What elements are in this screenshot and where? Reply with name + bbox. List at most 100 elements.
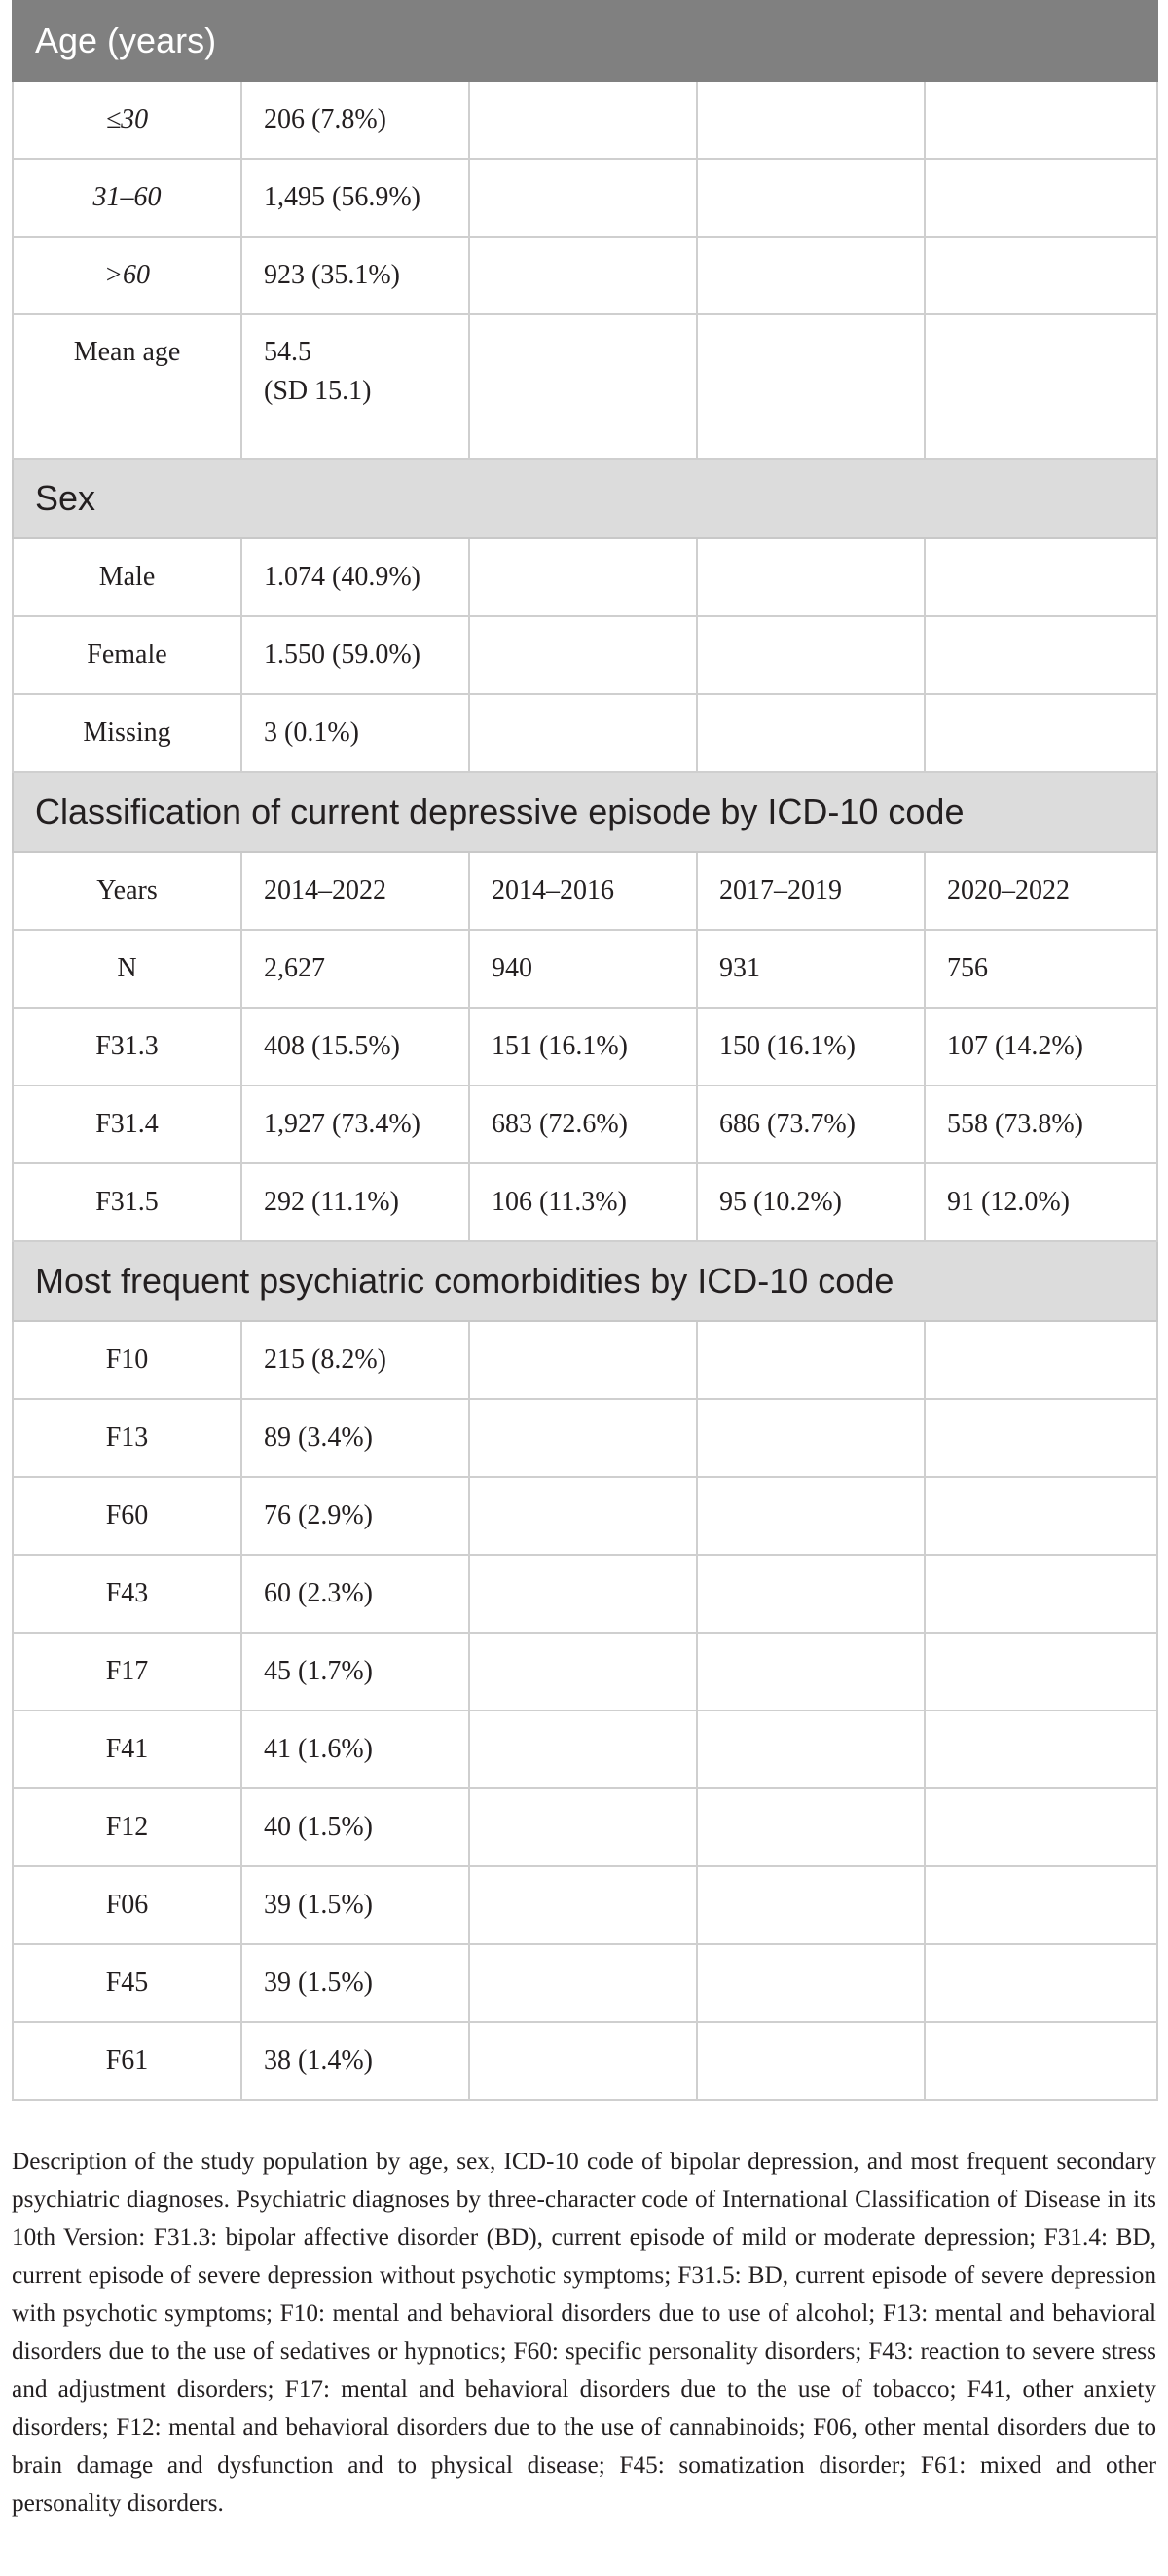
empty-cell — [924, 537, 1158, 617]
row-label: F41 — [12, 1710, 242, 1789]
row-value: 1.074 (40.9%) — [240, 537, 470, 617]
mean-value: 54.5 — [264, 337, 311, 367]
empty-cell — [468, 1554, 698, 1634]
empty-cell — [468, 537, 698, 617]
table-cell: 150 (16.1%) — [696, 1007, 926, 1086]
column-header: 2020–2022 — [924, 851, 1158, 931]
empty-cell — [924, 1398, 1158, 1478]
column-header: 2014–2022 — [240, 851, 470, 931]
row-label: F31.3 — [12, 1007, 242, 1086]
empty-cell — [468, 1710, 698, 1789]
empty-cell — [696, 615, 926, 695]
empty-cell — [468, 1632, 698, 1711]
row-value: 3 (0.1%) — [240, 693, 470, 773]
empty-cell — [468, 2021, 698, 2101]
table-row: Female 1.550 (59.0%) — [12, 615, 1158, 695]
empty-cell — [924, 2021, 1158, 2101]
table-row: F31.5 292 (11.1%) 106 (11.3%) 95 (10.2%)… — [12, 1162, 1158, 1242]
row-value: 40 (1.5%) — [240, 1787, 470, 1867]
section-header-age: Age (years) — [12, 0, 1158, 82]
empty-cell — [696, 313, 926, 460]
table-row: F43 60 (2.3%) — [12, 1554, 1158, 1634]
table-row: F17 45 (1.7%) — [12, 1632, 1158, 1711]
empty-cell — [468, 1476, 698, 1556]
table-row: F31.4 1,927 (73.4%) 683 (72.6%) 686 (73.… — [12, 1085, 1158, 1164]
table-row: F31.3 408 (15.5%) 151 (16.1%) 150 (16.1%… — [12, 1007, 1158, 1086]
empty-cell — [924, 1554, 1158, 1634]
column-header: 2017–2019 — [696, 851, 926, 931]
row-label: N — [12, 929, 242, 1009]
row-label: F17 — [12, 1632, 242, 1711]
empty-cell — [468, 1943, 698, 2023]
empty-cell — [924, 313, 1158, 460]
row-value: 45 (1.7%) — [240, 1632, 470, 1711]
empty-cell — [468, 80, 698, 160]
table-cell: 95 (10.2%) — [696, 1162, 926, 1242]
population-table: Age (years) ≤30 206 (7.8%) 31–60 1,495 (… — [12, 0, 1158, 2101]
empty-cell — [468, 693, 698, 773]
empty-cell — [696, 693, 926, 773]
row-label: Missing — [12, 693, 242, 773]
table-row: F13 89 (3.4%) — [12, 1398, 1158, 1478]
row-value: 39 (1.5%) — [240, 1865, 470, 1945]
empty-cell — [924, 1943, 1158, 2023]
row-label: F12 — [12, 1787, 242, 1867]
row-label: F31.4 — [12, 1085, 242, 1164]
row-value: 60 (2.3%) — [240, 1554, 470, 1634]
empty-cell — [696, 158, 926, 238]
table-cell: 2,627 — [240, 929, 470, 1009]
empty-cell — [924, 1632, 1158, 1711]
table-cell: 107 (14.2%) — [924, 1007, 1158, 1086]
row-value: 41 (1.6%) — [240, 1710, 470, 1789]
empty-cell — [696, 2021, 926, 2101]
row-value: 54.5 (SD 15.1) — [240, 313, 470, 460]
row-value: 1,495 (56.9%) — [240, 158, 470, 238]
empty-cell — [696, 236, 926, 315]
table-row: F12 40 (1.5%) — [12, 1787, 1158, 1867]
empty-cell — [696, 1398, 926, 1478]
table-cell: 686 (73.7%) — [696, 1085, 926, 1164]
section-title-classification: Classification of current depressive epi… — [12, 771, 1158, 853]
table-row-mean-age: Mean age 54.5 (SD 15.1) — [12, 313, 1158, 460]
empty-cell — [696, 1476, 926, 1556]
section-title-age: Age (years) — [12, 0, 1158, 82]
table-cell: 151 (16.1%) — [468, 1007, 698, 1086]
table-row: F45 39 (1.5%) — [12, 1943, 1158, 2023]
row-label: F10 — [12, 1320, 242, 1400]
table-row: >60 923 (35.1%) — [12, 236, 1158, 315]
row-label: ≤30 — [12, 80, 242, 160]
empty-cell — [468, 1787, 698, 1867]
table-row: F06 39 (1.5%) — [12, 1865, 1158, 1945]
empty-cell — [696, 1554, 926, 1634]
table-cell: 1,927 (73.4%) — [240, 1085, 470, 1164]
row-value: 38 (1.4%) — [240, 2021, 470, 2101]
mean-sd: (SD 15.1) — [264, 376, 372, 406]
row-label: F61 — [12, 2021, 242, 2101]
table-footnote: Description of the study population by a… — [12, 2148, 1156, 2518]
table-cell: 931 — [696, 929, 926, 1009]
table-cell: 292 (11.1%) — [240, 1162, 470, 1242]
empty-cell — [924, 236, 1158, 315]
row-value: 76 (2.9%) — [240, 1476, 470, 1556]
table-row: Male 1.074 (40.9%) — [12, 537, 1158, 617]
table-cell: 558 (73.8%) — [924, 1085, 1158, 1164]
row-label: F13 — [12, 1398, 242, 1478]
row-label: 31–60 — [12, 158, 242, 238]
empty-cell — [696, 1320, 926, 1400]
column-header: Years — [12, 851, 242, 931]
row-value: 215 (8.2%) — [240, 1320, 470, 1400]
row-label: Male — [12, 537, 242, 617]
empty-cell — [924, 1865, 1158, 1945]
empty-cell — [468, 236, 698, 315]
empty-cell — [468, 1398, 698, 1478]
table-row: Missing 3 (0.1%) — [12, 693, 1158, 773]
table-row: ≤30 206 (7.8%) — [12, 80, 1158, 160]
row-value: 206 (7.8%) — [240, 80, 470, 160]
table-cell: 106 (11.3%) — [468, 1162, 698, 1242]
table-row: F61 38 (1.4%) — [12, 2021, 1158, 2101]
row-value: 89 (3.4%) — [240, 1398, 470, 1478]
row-label: F31.5 — [12, 1162, 242, 1242]
table-cell: 408 (15.5%) — [240, 1007, 470, 1086]
row-label: F43 — [12, 1554, 242, 1634]
row-label: Mean age — [12, 313, 242, 460]
